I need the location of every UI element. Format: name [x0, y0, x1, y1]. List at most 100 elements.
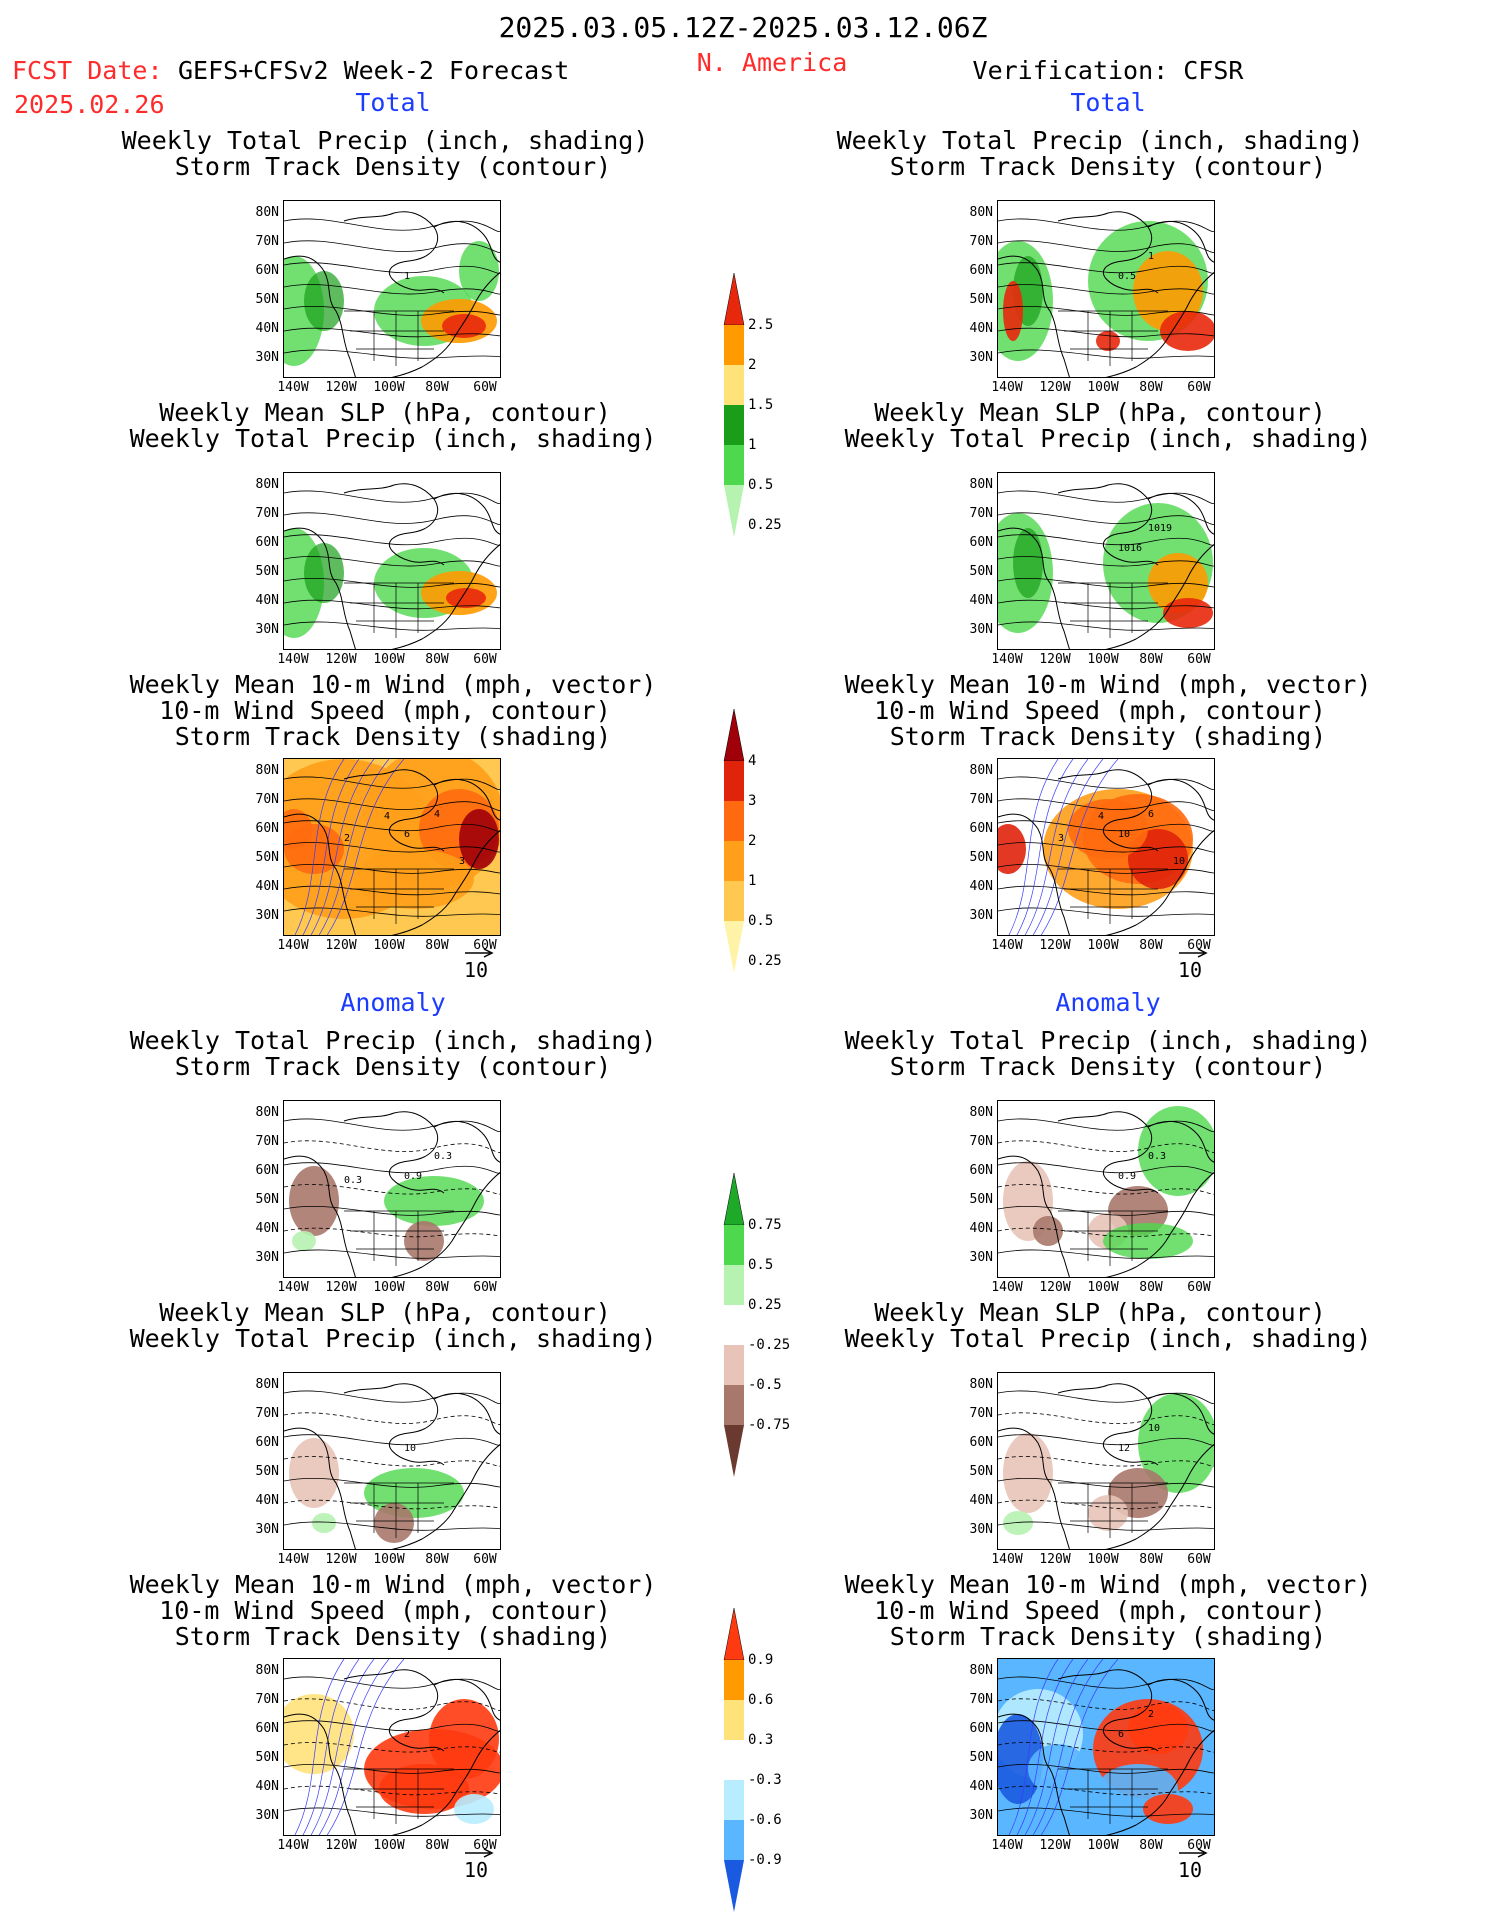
contour-line — [284, 556, 500, 567]
lon-tick-label: 140W — [277, 652, 309, 667]
lon-tick-label: 100W — [373, 938, 405, 953]
contour-line — [284, 1521, 500, 1531]
shading-region — [446, 588, 486, 608]
map-plot: 0.9 0.3 — [998, 1106, 1214, 1277]
contour-label: 3 — [459, 856, 465, 867]
lon-tick-label: 100W — [373, 652, 405, 667]
shading-region — [429, 1699, 499, 1779]
wind-vector-streamline — [294, 1659, 345, 1835]
colorbar-segment — [724, 1425, 744, 1477]
lat-tick-label: 50N — [255, 564, 279, 579]
shading-region — [304, 543, 344, 603]
coastline — [284, 1111, 500, 1277]
lon-tick-label: 80W — [1139, 1552, 1163, 1567]
title-l4-b: Storm Track Density (contour) — [174, 1052, 612, 1081]
shading-region — [442, 314, 486, 338]
lat-tick-label: 60N — [255, 1721, 279, 1736]
contour-line — [284, 1720, 500, 1732]
colorbar-segment — [723, 272, 745, 326]
vector-arrow-icon — [1179, 948, 1208, 958]
colorbar-segment — [724, 1660, 744, 1700]
lat-tick-label: 70N — [969, 792, 993, 807]
contour-line — [998, 284, 1214, 295]
contour-label: 2 — [404, 1729, 410, 1740]
title-r3-c: Storm Track Density (shading) — [889, 722, 1327, 751]
title-r3-b: 10-m Wind Speed (mph, contour) — [874, 696, 1326, 725]
lat-tick-label: 70N — [969, 1406, 993, 1421]
title-l1-a: Weekly Total Precip (inch, shading) — [121, 126, 649, 155]
lat-tick-label: 70N — [969, 1692, 993, 1707]
vector-scale-value: 10 — [464, 1858, 489, 1882]
colorbar-segment — [724, 1385, 744, 1425]
lat-tick-label: 80N — [255, 1105, 279, 1120]
title-r5-b: Weekly Total Precip (inch, shading) — [844, 1324, 1372, 1353]
colorbar-segment — [724, 1345, 744, 1385]
contour-line — [284, 1764, 500, 1774]
anomaly-label-right: Anomaly — [1055, 988, 1161, 1017]
lat-tick-label: 60N — [969, 263, 993, 278]
map-panel-r2: 10 6 3 10 4 — [997, 758, 1215, 936]
lat-tick-label: 70N — [255, 1134, 279, 1149]
contour-label: 12 — [1118, 1443, 1130, 1454]
lat-tick-label: 30N — [255, 908, 279, 923]
vector-scale-value: 10 — [1178, 958, 1203, 982]
state-borders — [344, 310, 454, 366]
colorbar-tick-label: 4 — [748, 753, 757, 769]
map-panel-r4: 12 10 — [997, 1372, 1215, 1550]
colorbar-segment — [724, 325, 744, 365]
shading-region — [374, 1503, 414, 1543]
contour-line — [284, 820, 500, 832]
lon-tick-label: 80W — [1139, 1838, 1163, 1853]
lon-tick-label: 80W — [425, 652, 449, 667]
colorbar-tick-label: 1 — [748, 437, 757, 453]
shading-region — [1003, 281, 1023, 341]
state-borders — [1058, 1210, 1168, 1266]
contour-label: 4 — [1098, 811, 1104, 822]
lon-tick-label: 80W — [425, 1838, 449, 1853]
shading-region — [1096, 331, 1120, 351]
contour-line — [998, 907, 1214, 917]
contour-line — [284, 1434, 500, 1446]
contour-line — [284, 885, 500, 896]
contour-line — [284, 864, 500, 874]
contour-line — [998, 1118, 1214, 1133]
map-panel-r1: 1016 1019 — [997, 472, 1215, 650]
contour-line — [998, 218, 1214, 233]
colorbar-tick-label: 0.75 — [748, 1217, 782, 1233]
lon-tick-label: 60W — [473, 1838, 497, 1853]
contour-line — [998, 1785, 1214, 1796]
lat-tick-label: 60N — [255, 1435, 279, 1450]
colorbar-segment — [724, 921, 744, 973]
contour-line — [998, 1456, 1214, 1467]
contour-label: 4 — [434, 809, 440, 820]
state-borders — [1058, 1482, 1168, 1538]
lon-tick-label: 140W — [991, 652, 1023, 667]
contour-line — [284, 1140, 500, 1153]
title-l6-b: 10-m Wind Speed (mph, contour) — [159, 1596, 611, 1625]
shading-region — [998, 824, 1026, 874]
contour-label: 10 — [1148, 1423, 1160, 1434]
shading-region — [1003, 1433, 1053, 1513]
contour-line — [998, 1249, 1214, 1259]
title-r4-b: Storm Track Density (contour) — [889, 1052, 1327, 1081]
wind-vector-streamline — [318, 1659, 390, 1835]
shading-region — [1068, 799, 1148, 859]
title-l2-a: Weekly Mean SLP (hPa, contour) — [159, 398, 611, 427]
colorbar-tick-label: 3 — [748, 793, 757, 809]
contour-line — [998, 776, 1214, 791]
colorbar-tick-label: 0.5 — [748, 913, 774, 929]
wind-vector-streamline — [1008, 1659, 1059, 1835]
lat-tick-label: 40N — [255, 1779, 279, 1794]
lon-tick-label: 120W — [325, 938, 357, 953]
map-panel-l3: 0.9 0.3 0.3 — [283, 1100, 501, 1278]
colorbar-segment — [724, 485, 744, 537]
vector-scale-value: 10 — [1178, 1858, 1203, 1882]
title-r6-b: 10-m Wind Speed (mph, contour) — [874, 1596, 1326, 1625]
lat-tick-label: 70N — [969, 1134, 993, 1149]
contour-label: 1016 — [1118, 543, 1142, 554]
contour-line — [998, 578, 1214, 588]
state-borders — [344, 1768, 454, 1824]
lat-tick-label: 70N — [969, 234, 993, 249]
map-panel-l5: 2 — [283, 1658, 501, 1836]
contour-label: 0.9 — [1118, 1171, 1136, 1182]
